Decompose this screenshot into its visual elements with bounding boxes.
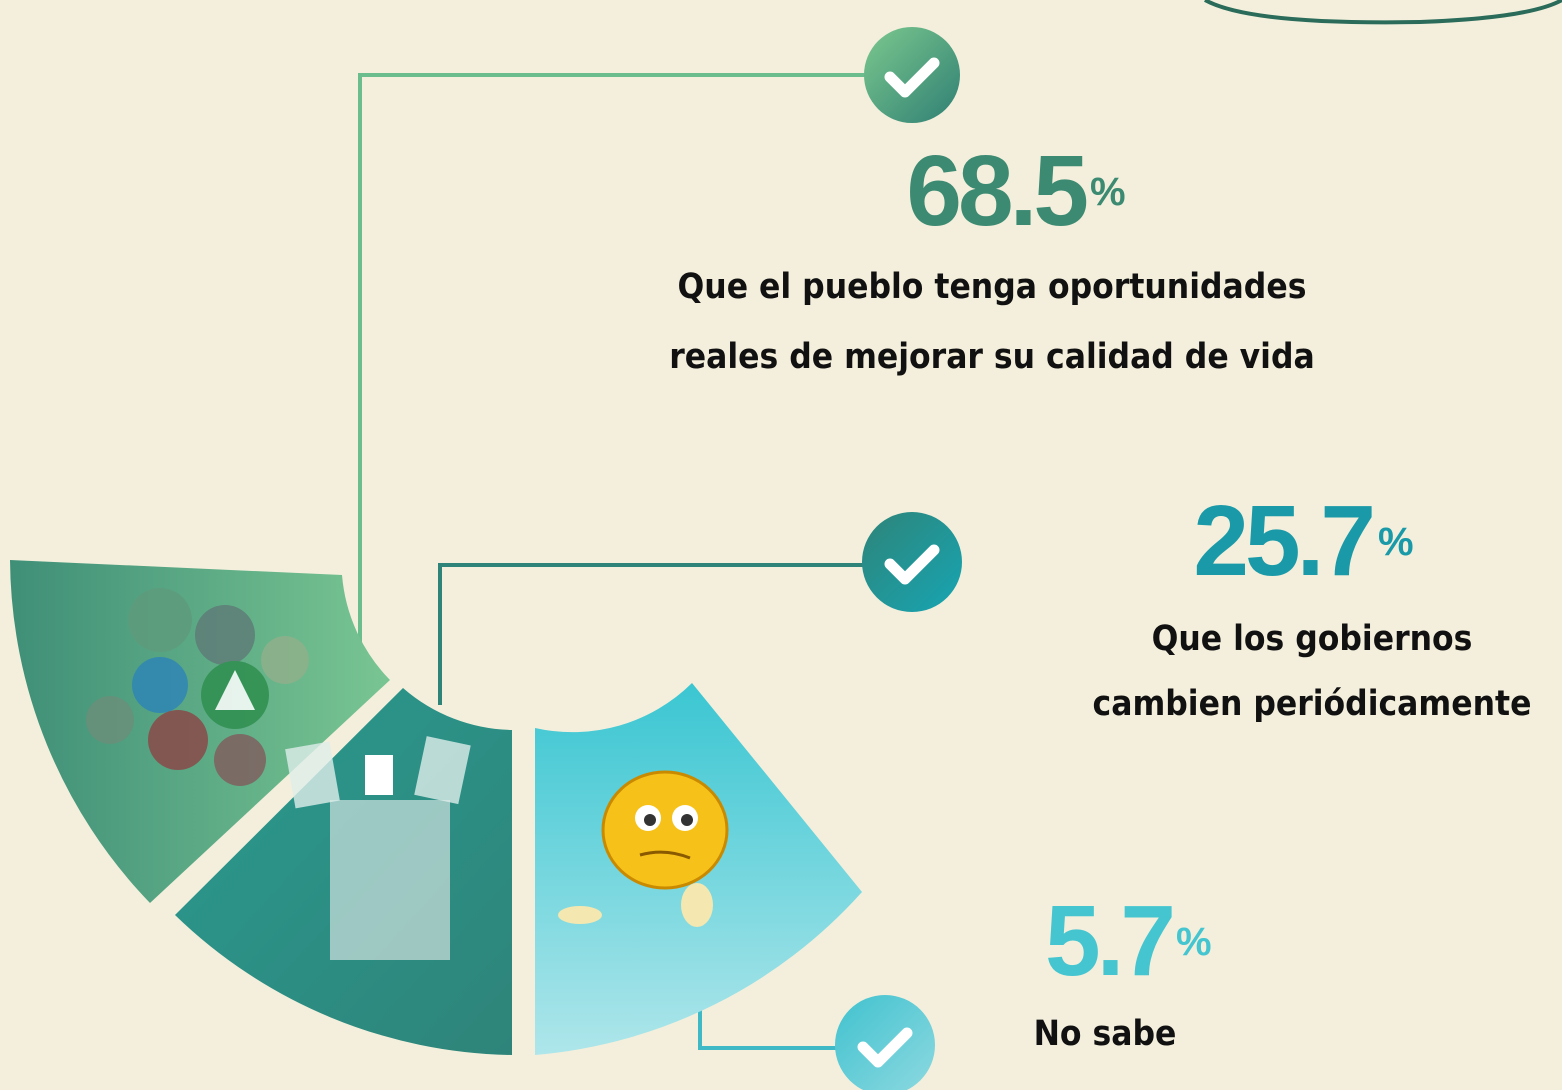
percent-value: 68.5	[906, 135, 1086, 247]
answer-label: Que el pueblo tenga oportunidades	[678, 267, 1307, 307]
connector	[440, 565, 870, 705]
answer-label: No sabe	[1034, 1014, 1177, 1054]
percent-unit: %	[1378, 520, 1414, 564]
infographic: 68.5 % Que el pueblo tenga oportunidades…	[0, 0, 1562, 1090]
percent-value: 25.7	[1193, 485, 1372, 597]
check-icon	[864, 27, 960, 123]
answer-label: reales de mejorar su calidad de vida	[669, 337, 1315, 377]
answer-label: Que los gobiernos	[1152, 619, 1473, 659]
check-icon	[835, 995, 935, 1090]
percent-value: 5.7	[1045, 885, 1172, 997]
percent-unit: %	[1090, 170, 1126, 214]
percent-unit: %	[1176, 920, 1212, 964]
check-icon	[862, 512, 962, 612]
answer-label: cambien periódicamente	[1093, 684, 1532, 724]
decor-curve	[1205, 0, 1562, 22]
